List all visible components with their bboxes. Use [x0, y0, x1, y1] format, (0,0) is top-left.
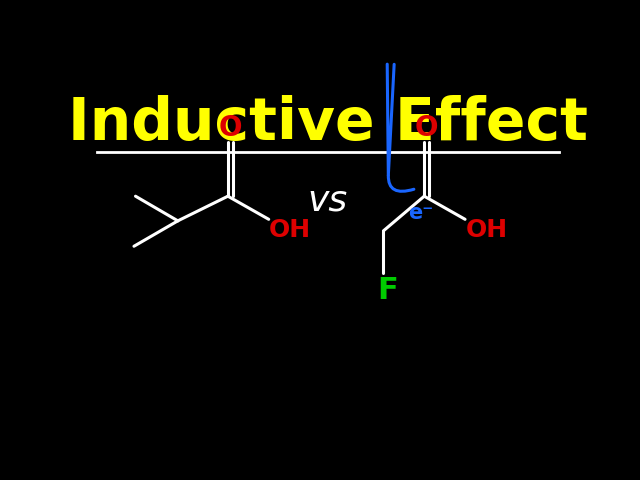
Text: F: F: [377, 276, 397, 305]
Text: O: O: [218, 114, 242, 143]
Text: Inductive Effect: Inductive Effect: [68, 95, 588, 152]
Text: vs: vs: [308, 183, 348, 217]
Text: OH: OH: [465, 218, 508, 242]
Text: OH: OH: [269, 218, 311, 242]
Text: e⁻: e⁻: [408, 203, 433, 223]
Text: O: O: [415, 114, 438, 143]
